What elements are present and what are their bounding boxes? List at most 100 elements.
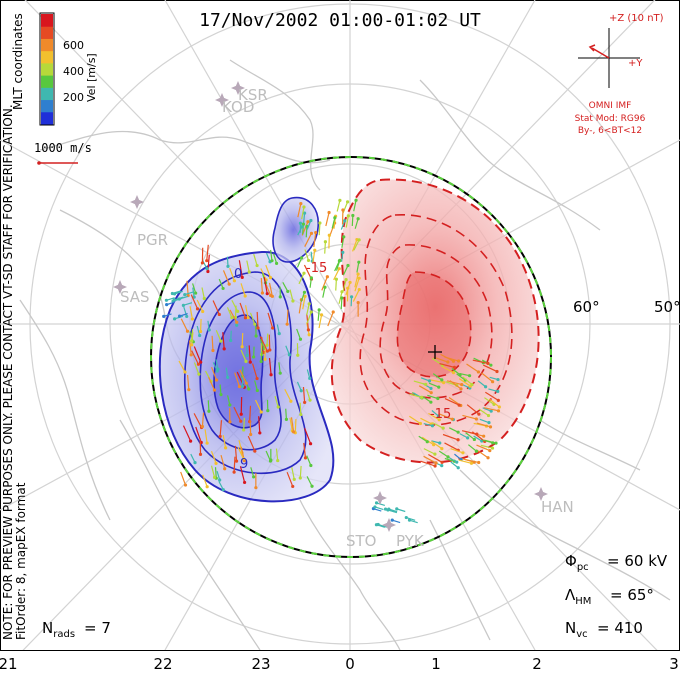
- colorbar-band: [41, 38, 53, 52]
- velocity-vector: [234, 305, 237, 318]
- velocity-vector: [182, 425, 192, 442]
- velocity-vector: [259, 336, 268, 352]
- velocity-vector: [333, 268, 340, 281]
- vector-origin: [346, 214, 350, 218]
- vector-origin: [341, 208, 345, 212]
- velocity-vector: [353, 200, 357, 212]
- vector-origin: [342, 235, 346, 239]
- velocity-vector: [267, 312, 274, 329]
- vector-origin: [218, 434, 222, 438]
- coast-1: [39, 130, 331, 164]
- lat-label-50: 50°: [654, 298, 680, 316]
- pos-contour-4: [396, 271, 472, 378]
- velocity-vector: [260, 268, 267, 281]
- velocity-vector: [423, 422, 433, 427]
- velocity-vector: [183, 302, 193, 306]
- velocity-vector: [482, 364, 498, 373]
- velocity-vector: [477, 380, 486, 388]
- velocity-vector: [431, 440, 443, 450]
- velocity-vector: [421, 395, 432, 403]
- velocity-vector: [464, 458, 479, 464]
- velocity-vector: [478, 408, 489, 417]
- velocity-vector: [448, 427, 459, 433]
- velocity-vector: [239, 466, 246, 483]
- velocity-vector: [300, 292, 306, 302]
- contour-label-4: -15: [430, 407, 451, 422]
- velocity-vector: [210, 450, 217, 464]
- velocity-vector: [354, 273, 359, 288]
- contour-label-2: 9: [240, 457, 248, 472]
- mlt-axis-label: 2: [532, 655, 542, 673]
- velocity-vector: [258, 416, 261, 433]
- velocity-vector: [420, 460, 436, 467]
- velocity-vector: [199, 318, 202, 332]
- n-vc-value: = 410: [597, 619, 643, 637]
- colorbar-band: [41, 14, 53, 27]
- velocity-vector: [291, 467, 295, 480]
- coast-4: [419, 79, 601, 231]
- velocity-vector: [430, 379, 444, 384]
- velocity-vector: [476, 422, 491, 428]
- vector-origin: [299, 201, 303, 206]
- pole-marker: [428, 345, 442, 359]
- velocity-vector: [196, 299, 204, 312]
- vector-origin: [198, 329, 203, 334]
- neg-contour-2: [183, 271, 307, 475]
- mlt-axis: 21 22 23 0 1 2 3: [0, 655, 679, 673]
- velocity-vector: [268, 358, 272, 375]
- velocity-vector: [306, 455, 312, 466]
- velocity-vector: [296, 257, 303, 268]
- velocity-vector: [409, 519, 418, 524]
- mlt-line-d: [0, 139, 680, 511]
- velocity-vector: [335, 279, 337, 291]
- vector-origin: [313, 248, 317, 252]
- velocity-vector: [275, 448, 279, 461]
- velocity-vector: [252, 363, 258, 379]
- velocity-vector: [180, 318, 189, 332]
- velocity-vector: [282, 282, 289, 292]
- coast-3: [229, 59, 321, 191]
- velocity-vector: [482, 439, 493, 444]
- velocity-vector: [458, 459, 472, 464]
- station-label: HAN: [541, 498, 574, 516]
- chart-title: 17/Nov/2002 01:00-01:02 UT: [199, 10, 481, 31]
- velocity-vector: [215, 359, 219, 370]
- velocity-vector: [306, 220, 312, 230]
- velocity-vector: [298, 299, 302, 314]
- station-marker: [231, 81, 245, 95]
- velocity-vector: [231, 299, 239, 312]
- velocity-vector: [321, 276, 328, 291]
- colorbar-band: [41, 75, 53, 88]
- velocity-vector: [240, 283, 246, 297]
- velocity-vector: [180, 471, 187, 486]
- lat-label-60: 60°: [573, 298, 600, 316]
- negative-cell: [158, 196, 335, 503]
- velocity-vector: [331, 217, 336, 229]
- velocity-vector: [306, 303, 310, 316]
- station-label: SAS: [120, 288, 150, 306]
- velocity-vector: [302, 296, 306, 310]
- side-note-verification: NOTE: FOR PREVIEW PURPOSES ONLY. PLEASE …: [1, 104, 15, 640]
- velocity-vector: [450, 448, 464, 454]
- velocity-vector: [260, 278, 264, 294]
- velocity-vector: [303, 442, 307, 458]
- velocity-vector: [270, 249, 273, 261]
- velocity-vector: [304, 427, 312, 444]
- velocity-vector: [325, 212, 330, 227]
- velocity-vector: [454, 453, 462, 460]
- velocity-vector: [340, 220, 346, 230]
- velocity-vector: [341, 236, 345, 248]
- velocity-vector: [448, 457, 458, 463]
- coast-7: [429, 519, 491, 641]
- velocity-vector: [433, 356, 449, 363]
- station-label: STO: [346, 532, 377, 550]
- velocity-vector: [190, 453, 196, 463]
- velocity-vector: [286, 309, 289, 325]
- velocity-vector: [318, 222, 321, 236]
- station-marker: [215, 93, 229, 107]
- velocity-vector: [296, 381, 302, 391]
- velocity-vector: [479, 418, 490, 424]
- velocity-vector: [481, 372, 493, 383]
- velocity-vector: [336, 200, 341, 212]
